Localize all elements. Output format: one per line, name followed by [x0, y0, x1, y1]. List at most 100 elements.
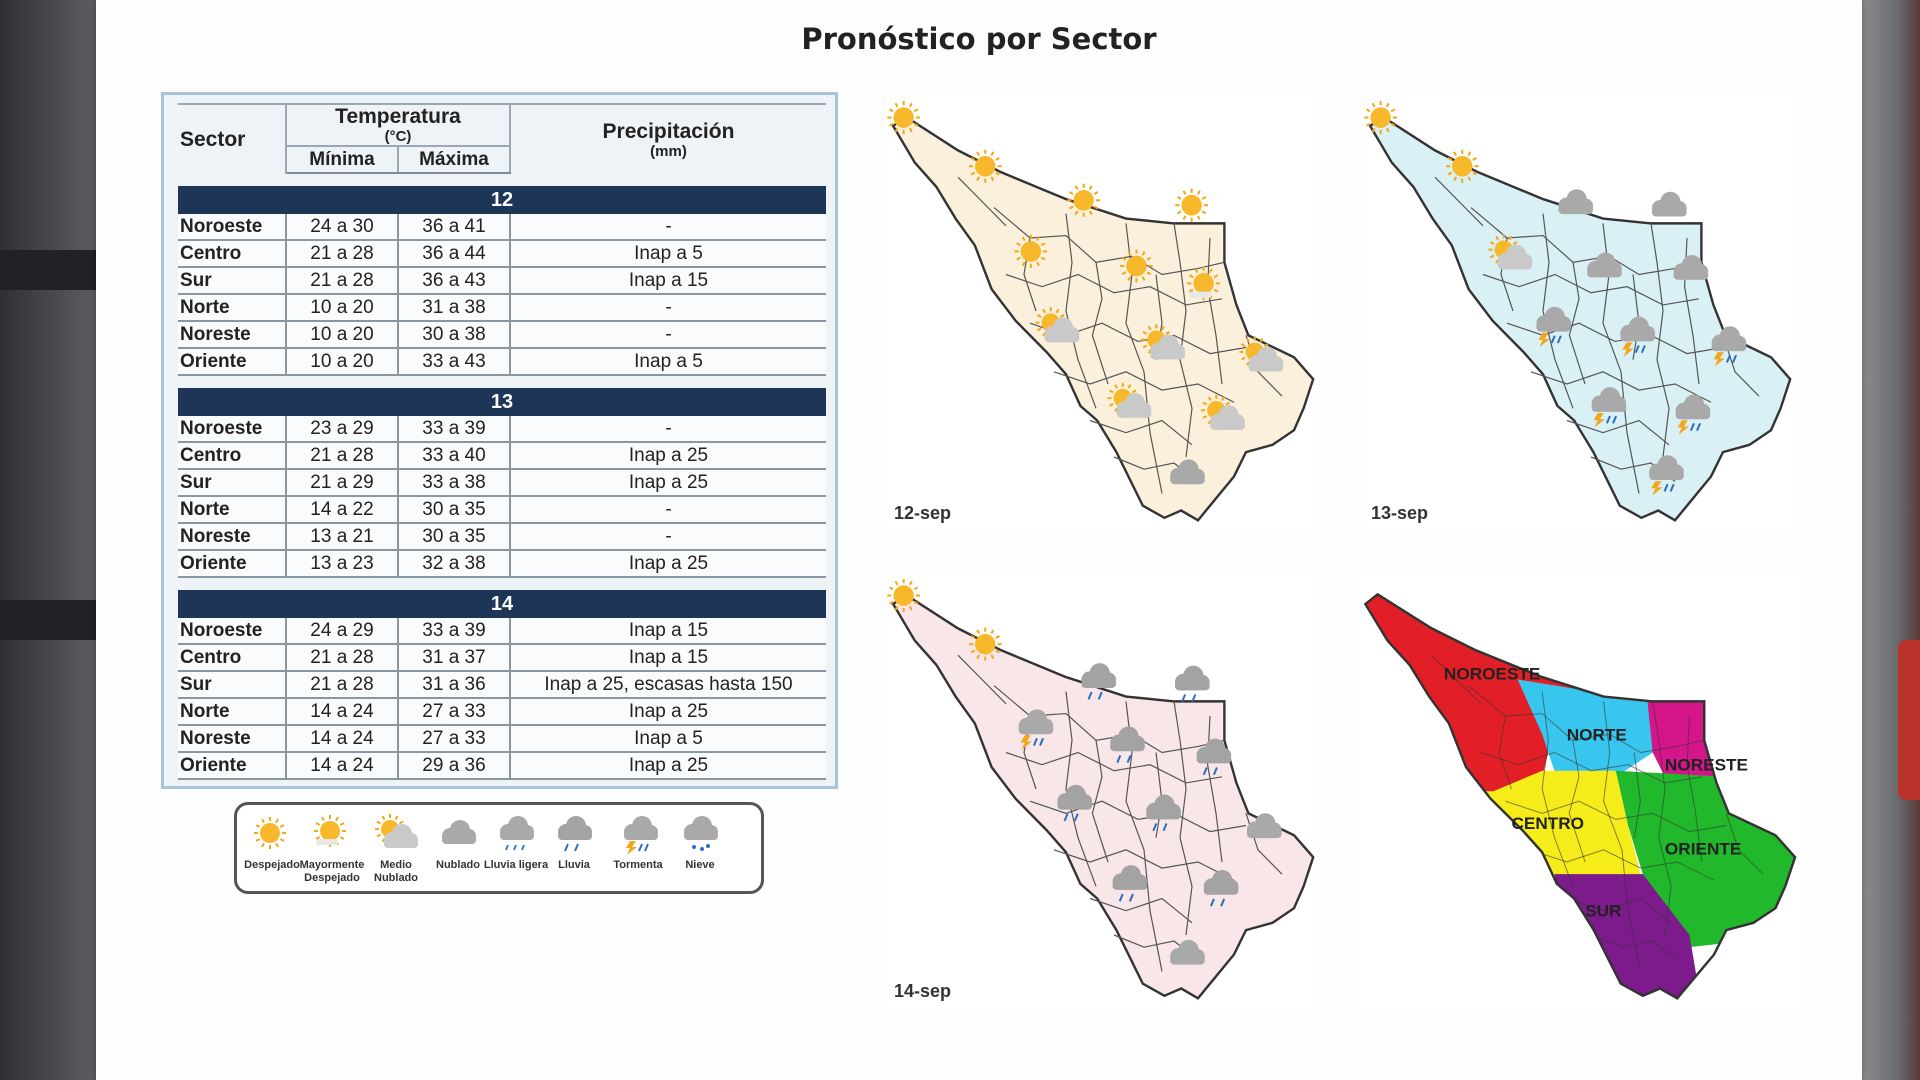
sector-cell: Noroeste: [178, 416, 287, 443]
rain-icon: [1112, 865, 1148, 902]
storm-icon: [1649, 455, 1684, 496]
legend-label: Medio Nublado: [374, 859, 418, 884]
max-temp-cell: 27 a 33: [398, 698, 511, 726]
sector-cell: Centro: [178, 240, 287, 268]
rain-icon: [1146, 794, 1181, 832]
header-min: Mínima: [286, 145, 399, 174]
table-row: Sur 21 a 29 33 a 38 Inap a 25: [178, 469, 826, 497]
precipitation-cell: Inap a 5: [510, 725, 826, 753]
legend-label: Tormenta: [613, 859, 663, 871]
max-temp-cell: 32 a 38: [398, 550, 511, 578]
rain-icon: [1203, 869, 1239, 907]
sector-cell: Oriente: [178, 550, 287, 578]
table-row: Sur 21 a 28 36 a 43 Inap a 15: [178, 267, 826, 295]
max-temp-cell: 31 a 38: [398, 294, 511, 322]
partly-cloudy-icon: [1141, 324, 1185, 360]
storm-icon: [624, 816, 658, 855]
forecast-map: 14-sep: [886, 570, 1318, 1008]
sun-icon: [887, 101, 920, 135]
legend-label: Mayormente Despejado: [299, 859, 365, 884]
light-rain-icon: [500, 816, 534, 851]
rain-icon: [1057, 784, 1093, 822]
sun-icon: [1175, 188, 1208, 222]
map-date-label: 14-sep: [894, 981, 952, 1001]
precipitation-cell: -: [510, 523, 826, 551]
forecast-map: 13-sep: [1363, 92, 1795, 530]
header-sector: Sector: [178, 103, 287, 173]
min-temp-cell: 10 a 20: [286, 294, 399, 322]
sun-icon: [1120, 249, 1153, 283]
table-row: Noroeste 24 a 30 36 a 41-: [178, 214, 826, 241]
rain-icon: [1110, 726, 1145, 764]
day-label: 12: [178, 186, 826, 214]
legend-item: Mayormente Despejado: [299, 813, 365, 885]
table-row: Oriente 13 a 23 32 a 38 Inap a 25: [178, 550, 826, 578]
partly-cloudy-icon: [1201, 394, 1245, 430]
table-row: Noreste 13 a 21 30 a 35-: [178, 523, 826, 551]
min-temp-cell: 10 a 20: [286, 348, 399, 376]
max-temp-cell: 29 a 36: [398, 752, 511, 780]
sector-cell: Norte: [178, 496, 287, 524]
sector-cell: Centro: [178, 442, 287, 470]
precipitation-cell: -: [510, 321, 826, 349]
mostly-clear-icon: [1187, 266, 1220, 300]
forecast-table-panel: Sector Temperatura (°C) Precipitación (m…: [161, 92, 838, 789]
mostly-clear-icon: [314, 815, 346, 847]
storm-icon: [1591, 387, 1627, 428]
forecast-map: 12-sep: [886, 92, 1318, 530]
precipitation-cell: -: [510, 416, 826, 443]
region-label-centro: CENTRO: [1511, 814, 1584, 833]
precipitation-cell: Inap a 25: [510, 698, 826, 726]
page-title: Pronóstico por Sector: [801, 22, 1157, 56]
precipitation-cell: Inap a 25: [510, 442, 826, 470]
legend-item: Despejado: [239, 813, 305, 872]
precipitation-cell: Inap a 25: [510, 550, 826, 578]
sector-cell: Noreste: [178, 725, 287, 753]
legend-label: Despejado: [244, 859, 300, 871]
region-label-noroeste: NOROESTE: [1444, 665, 1540, 684]
min-temp-cell: 14 a 24: [286, 752, 399, 780]
min-temp-cell: 13 a 21: [286, 523, 399, 551]
legend-label: Nieve: [685, 859, 715, 871]
max-temp-cell: 33 a 39: [398, 618, 511, 645]
header-max: Máxima: [398, 145, 511, 174]
rain-icon: [558, 816, 592, 852]
legend-item: Medio Nublado: [363, 813, 429, 885]
header-temperature: Temperatura (°C): [286, 103, 511, 147]
partly-cloudy-icon: [1239, 336, 1284, 372]
header-precipitation-unit: (mm): [650, 142, 687, 160]
partly-cloudy-icon: [375, 814, 418, 848]
storm-icon: [1675, 394, 1711, 435]
snow-icon: [684, 816, 718, 851]
region-label-oriente: ORIENTE: [1665, 840, 1741, 859]
precipitation-cell: Inap a 25: [510, 752, 826, 780]
region-label-sur: SUR: [1585, 902, 1621, 921]
slide: Pronóstico por Sector Sector Temperatura…: [96, 0, 1862, 1080]
cloud-icon: [1558, 189, 1594, 215]
weather-legend: Despejado Mayormente Despejado Medio Nubla…: [234, 802, 764, 894]
table-row: Noreste 10 a 20 30 a 38-: [178, 321, 826, 349]
table-row: Noreste 14 a 24 27 a 33 Inap a 5: [178, 725, 826, 753]
header-precipitation: Precipitación (mm): [510, 103, 826, 173]
precipitation-cell: Inap a 25: [510, 469, 826, 497]
min-temp-cell: 14 a 24: [286, 698, 399, 726]
legend-item: Nieve: [667, 813, 733, 872]
table-row: Centro 21 a 28 31 a 37 Inap a 15: [178, 644, 826, 672]
min-temp-cell: 24 a 29: [286, 618, 399, 645]
precipitation-cell: -: [510, 496, 826, 524]
max-temp-cell: 30 a 35: [398, 523, 511, 551]
cloud-icon: [1587, 252, 1622, 278]
table-row: Noroeste 23 a 29 33 a 39-: [178, 416, 826, 443]
legend-item: Tormenta: [605, 813, 671, 872]
cloud-icon: [442, 820, 476, 844]
max-temp-cell: 31 a 36: [398, 671, 511, 699]
rain-icon: [1196, 738, 1232, 776]
min-temp-cell: 21 a 28: [286, 442, 399, 470]
table-row: Norte 14 a 24 27 a 33 Inap a 25: [178, 698, 826, 726]
forecast-table: Sector Temperatura (°C) Precipitación (m…: [178, 103, 826, 780]
max-temp-cell: 33 a 38: [398, 469, 511, 497]
min-temp-cell: 10 a 20: [286, 321, 399, 349]
max-temp-cell: 33 a 43: [398, 348, 511, 376]
day-label: 14: [178, 590, 826, 618]
day-header-row: 12: [178, 186, 826, 214]
